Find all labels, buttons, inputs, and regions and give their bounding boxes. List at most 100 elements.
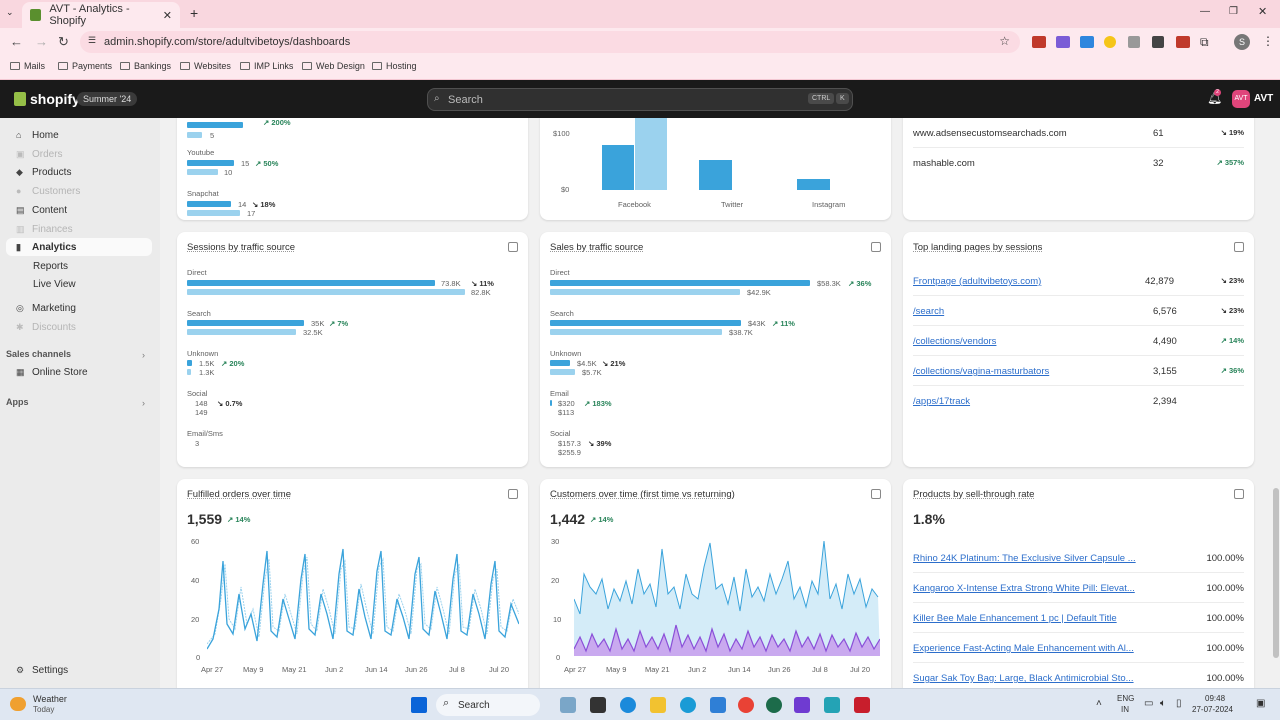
table-row[interactable]: /search 6,576 ↘ 23%	[913, 296, 1244, 326]
browser-tab[interactable]: AVT - Analytics - Shopify ✕	[22, 2, 180, 28]
product-link[interactable]: Rhino 24K Platinum: The Exclusive Silver…	[913, 553, 1136, 564]
table-row[interactable]: Killer Bee Male Enhancement 1 pc | Defau…	[913, 603, 1244, 633]
page-scrollbar[interactable]	[1272, 118, 1280, 688]
reload-icon[interactable]: ↻	[58, 34, 69, 49]
scrollbar-thumb[interactable]	[1273, 488, 1279, 658]
explore-report-icon[interactable]	[1234, 489, 1244, 499]
table-row[interactable]: Kangaroo X-Intense Extra Strong White Pi…	[913, 573, 1244, 603]
apps-heading[interactable]: Apps	[6, 397, 29, 407]
table-row[interactable]: /apps/17track 2,394	[913, 386, 1244, 416]
sidebar-item-content[interactable]: ▤ Content	[16, 204, 68, 216]
facebook-bar-previous[interactable]	[635, 118, 667, 190]
table-row[interactable]: mashable.com 32 ↗ 357%	[913, 148, 1244, 178]
battery-icon[interactable]: ▯	[1176, 698, 1182, 709]
fulfilled-orders-line-chart[interactable]	[207, 539, 519, 659]
source-bar-previous[interactable]	[187, 329, 296, 335]
source-bar-previous[interactable]	[550, 329, 722, 335]
sales-channels-heading[interactable]: Sales channels	[6, 349, 72, 359]
bookmark-mails[interactable]: Mails	[10, 61, 45, 71]
customers-area-chart[interactable]	[574, 539, 880, 659]
card-title[interactable]: Fulfilled orders over time	[187, 489, 292, 500]
source-bar-current[interactable]	[550, 320, 741, 326]
taskbar-app-icon[interactable]	[710, 697, 726, 713]
edge-icon[interactable]	[620, 697, 636, 713]
new-tab-icon[interactable]: +	[190, 5, 199, 21]
table-row[interactable]: www.adsensecustomsearchads.com 61 ↘ 19%	[913, 118, 1244, 148]
table-row[interactable]: /collections/vagina-masturbators 3,155 ↗…	[913, 356, 1244, 386]
store-avatar[interactable]: AVT	[1232, 90, 1250, 108]
source-bar-previous[interactable]	[550, 369, 575, 375]
card-title[interactable]: Products by sell-through rate	[913, 489, 1035, 500]
source-bar-current[interactable]	[550, 360, 570, 366]
bookmark-hosting[interactable]: Hosting	[372, 61, 417, 71]
card-title[interactable]: Customers over time (first time vs retur…	[550, 489, 735, 500]
twitter-bar-current[interactable]	[699, 160, 732, 190]
sidebar-item-online-store[interactable]: ▦ Online Store	[16, 366, 88, 378]
source-bar-current[interactable]	[550, 280, 810, 286]
edition-badge[interactable]: Summer '24	[77, 92, 138, 106]
landing-page-link[interactable]: /collections/vagina-masturbators	[913, 366, 1050, 377]
url-field[interactable]: ☰ admin.shopify.com/store/adultvibetoys/…	[80, 31, 1020, 53]
table-row[interactable]: Rhino 24K Platinum: The Exclusive Silver…	[913, 543, 1244, 573]
windows-start-icon[interactable]	[411, 697, 427, 713]
sidebar-item-products[interactable]: ◆ Products	[16, 166, 72, 178]
card-title[interactable]: Sales by traffic source	[550, 242, 644, 253]
sidebar-item-home[interactable]: ⌂ Home	[16, 129, 59, 141]
clock-time[interactable]: 09:48	[1205, 694, 1226, 703]
profile-avatar[interactable]: S	[1234, 34, 1250, 50]
explore-report-icon[interactable]	[1234, 242, 1244, 252]
product-link[interactable]: Sugar Sak Toy Bag: Large, Black Antimicr…	[913, 673, 1134, 684]
table-row[interactable]: /collections/vendors 4,490 ↗ 14%	[913, 326, 1244, 356]
table-row[interactable]: Frontpage (adultvibetoys.com) 42,879 ↘ 2…	[913, 266, 1244, 296]
minimize-icon[interactable]: —	[1200, 6, 1210, 17]
source-bar-previous[interactable]	[187, 289, 465, 295]
weather-icon[interactable]	[10, 697, 26, 711]
window-close-icon[interactable]: ✕	[1258, 6, 1268, 18]
tab-list-chevron-icon[interactable]: ⌄	[6, 7, 14, 17]
sidebar-item-marketing[interactable]: ◎ Marketing	[16, 302, 76, 314]
sidebar-item-finances[interactable]: ▥ Finances	[16, 223, 73, 235]
restore-icon[interactable]: ❐	[1229, 6, 1238, 17]
sidebar-item-settings[interactable]: ⚙ Settings	[16, 664, 69, 676]
extension-icon[interactable]	[1152, 36, 1164, 48]
source-bar-current[interactable]	[187, 320, 304, 326]
sidebar-item-discounts[interactable]: ✱ Discounts	[16, 321, 76, 333]
shopify-logo[interactable]: shopify	[14, 91, 80, 107]
extension-icon[interactable]	[1104, 36, 1116, 48]
card-title[interactable]: Top landing pages by sessions	[913, 242, 1043, 253]
extension-icon[interactable]	[1080, 36, 1094, 48]
language-indicator[interactable]: ENG	[1117, 694, 1135, 703]
file-explorer-icon[interactable]	[650, 697, 666, 713]
landing-page-link[interactable]: /search	[913, 306, 945, 317]
sidebar-item-customers[interactable]: ● Customers	[16, 185, 81, 197]
source-bar-current[interactable]	[550, 400, 552, 406]
chevron-right-icon[interactable]: ›	[142, 350, 145, 360]
taskbar-app-icon[interactable]	[794, 697, 810, 713]
landing-page-link[interactable]: Frontpage (adultvibetoys.com)	[913, 276, 1042, 287]
bookmark-web-design[interactable]: Web Design	[302, 61, 365, 71]
sidebar-item-analytics[interactable]: ▮ Analytics	[6, 238, 152, 256]
bookmark-imp-links[interactable]: IMP Links	[240, 61, 293, 71]
source-bar-current[interactable]	[187, 280, 435, 286]
close-tab-icon[interactable]: ✕	[162, 9, 172, 22]
network-icon[interactable]: ▭	[1144, 698, 1154, 709]
taskbar-app-icon[interactable]	[766, 697, 782, 713]
landing-page-link[interactable]: /apps/17track	[913, 396, 971, 407]
source-bar-previous[interactable]	[187, 369, 191, 375]
taskbar-app-icon[interactable]	[560, 697, 576, 713]
instagram-bar-current[interactable]	[797, 179, 830, 190]
back-icon[interactable]: ←	[10, 34, 23, 49]
site-info-icon[interactable]: ☰	[88, 35, 97, 45]
sidebar-item-orders[interactable]: ▣ Orders	[16, 148, 63, 160]
taskbar-app-icon[interactable]	[590, 697, 606, 713]
sidebar-item-reports[interactable]: Reports	[33, 260, 69, 272]
taskbar-app-icon[interactable]	[824, 697, 840, 713]
bookmark-payments[interactable]: Payments	[58, 61, 112, 71]
tray-chevron-icon[interactable]: ˄	[1096, 698, 1102, 709]
explore-report-icon[interactable]	[508, 489, 518, 499]
extension-icon[interactable]	[1032, 36, 1046, 48]
card-title[interactable]: Sessions by traffic source	[187, 242, 296, 253]
extension-icon[interactable]	[1056, 36, 1070, 48]
sidebar-item-live-view[interactable]: Live View	[33, 278, 76, 290]
table-row[interactable]: Sugar Sak Toy Bag: Large, Black Antimicr…	[913, 663, 1244, 688]
